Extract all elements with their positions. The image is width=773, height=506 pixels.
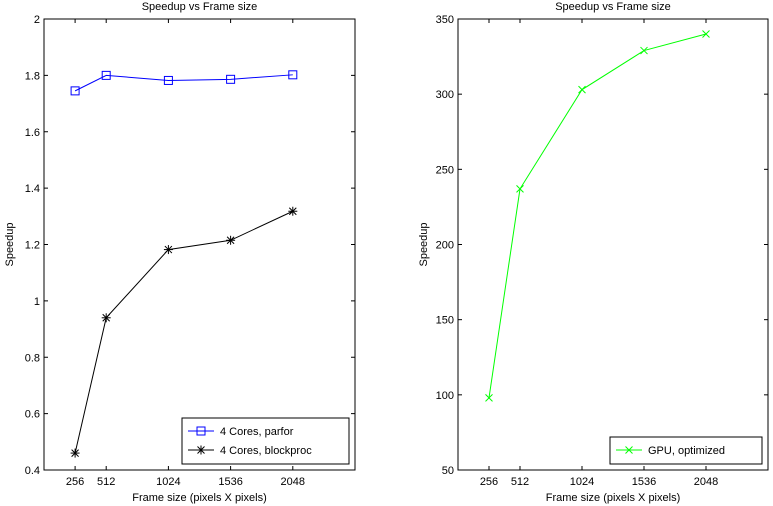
data-point <box>578 85 586 94</box>
data-point <box>101 70 111 80</box>
plot-area <box>457 18 769 471</box>
legend-entry: GPU, optimized <box>616 445 725 457</box>
x-tick-label: 512 <box>97 476 115 488</box>
data-point <box>288 206 298 216</box>
marker-stroke <box>485 393 493 402</box>
x-tick-label: 1024 <box>156 476 180 488</box>
x-tick-label: 1536 <box>218 476 242 488</box>
x-axis-label: Frame size (pixels X pixels) <box>546 492 680 504</box>
x-tick-label: 512 <box>511 476 529 488</box>
x-tick-label: 256 <box>66 476 84 488</box>
legend-marker <box>196 445 206 455</box>
chart-1: Speedup vs Frame size 0.4 0.6 0.8 1 1.2 1.4 1.6… <box>4 1 356 504</box>
legend: 4 Cores, parfor 4 Cores, blockproc <box>181 417 350 465</box>
legend-label: 4 Cores, blockproc <box>220 445 312 457</box>
data-point <box>101 313 111 323</box>
series-2 <box>70 206 298 458</box>
y-tick-label: 200 <box>436 240 454 252</box>
x-tick-label: 1024 <box>570 476 594 488</box>
y-tick-label: 1.6 <box>25 127 40 139</box>
data-point <box>70 448 80 458</box>
y-tick-label: 0.6 <box>25 409 40 421</box>
y-tick-label: 0.8 <box>25 352 40 364</box>
x-tick-label: 1536 <box>632 476 656 488</box>
y-tick-label: 100 <box>436 390 454 402</box>
y-tick-label: 50 <box>442 465 454 477</box>
legend-marker <box>196 426 206 436</box>
data-point <box>516 185 524 193</box>
data-point <box>226 235 236 245</box>
data-point <box>288 70 298 80</box>
x-tick-label: 2048 <box>281 476 305 488</box>
legend-label: 4 Cores, parfor <box>220 426 294 438</box>
legend-box <box>181 417 350 465</box>
series-1 <box>485 30 710 402</box>
series-1 <box>70 70 298 96</box>
marker-stroke <box>625 446 633 454</box>
data-point <box>163 245 173 255</box>
marker-stroke <box>640 46 648 55</box>
data-point <box>70 86 80 96</box>
data-point <box>163 75 173 85</box>
y-axis-label: Speedup <box>4 222 16 266</box>
x-axis-label: Frame size (pixels X pixels) <box>132 492 266 504</box>
legend-entry: 4 Cores, blockproc <box>188 445 312 457</box>
chart-title: Speedup vs Frame size <box>555 1 671 13</box>
marker-stroke <box>578 85 586 94</box>
y-tick-label: 250 <box>436 164 454 176</box>
y-tick-label: 2 <box>34 14 40 26</box>
y-tick-label: 1.8 <box>25 70 40 82</box>
y-tick-label: 1.2 <box>25 240 40 252</box>
y-tick-label: 350 <box>436 14 454 26</box>
data-point <box>485 393 493 402</box>
y-tick-label: 0.4 <box>25 465 40 477</box>
legend-label: GPU, optimized <box>648 445 725 457</box>
legend-entry: 4 Cores, parfor <box>188 426 294 438</box>
data-point <box>702 30 710 38</box>
marker-stroke <box>702 30 710 38</box>
data-point <box>226 74 236 84</box>
chart-2: Speedup vs Frame size 50 100 150 200 250 300 35… <box>418 1 769 504</box>
data-point <box>640 46 648 55</box>
y-tick-label: 150 <box>436 315 454 327</box>
marker-stroke <box>516 185 524 193</box>
series-line <box>74 74 293 92</box>
y-tick-label: 1 <box>34 296 40 308</box>
legend: GPU, optimized <box>609 436 763 465</box>
y-axis-label: Speedup <box>418 222 430 266</box>
y-tick-label: 300 <box>436 89 454 101</box>
x-tick-label: 256 <box>480 476 498 488</box>
y-tick-label: 1.4 <box>25 183 40 195</box>
legend-marker <box>625 446 633 454</box>
chart-title: Speedup vs Frame size <box>142 1 258 13</box>
x-tick-label: 2048 <box>694 476 718 488</box>
